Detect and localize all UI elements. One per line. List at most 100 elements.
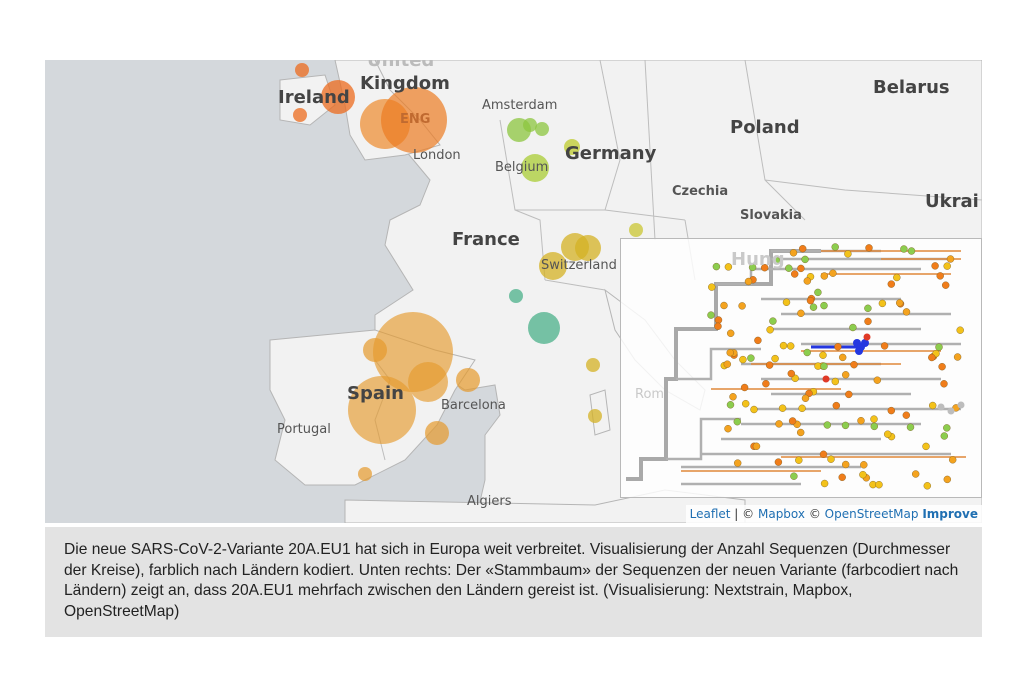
tree-tip-blue [861, 339, 869, 347]
tree-tip [841, 460, 850, 469]
tree-tip [865, 244, 873, 252]
bubble-spain-b [408, 362, 448, 402]
tree-tip [775, 420, 783, 428]
tree-tip [707, 311, 715, 319]
tree-tip [769, 317, 777, 325]
tree-tip [741, 399, 750, 408]
bubble-spain-a [363, 338, 387, 362]
tree-tip [938, 362, 946, 371]
label-slovakia: Slovakia [740, 208, 802, 223]
tree-tip [940, 432, 948, 440]
label-france: France [452, 229, 520, 250]
label-kingdom: Kingdom [360, 73, 450, 94]
bubble-med-a [509, 289, 523, 303]
bubble-swiss-b [575, 235, 601, 261]
tree-tip [823, 421, 832, 429]
bubble-ireland-small [295, 63, 309, 77]
tree-tip [782, 298, 791, 306]
tree-tip [774, 458, 783, 466]
tree-tip [714, 316, 723, 324]
tree-tip [943, 262, 951, 270]
tree-tip-blue [855, 347, 863, 355]
label-united: United [367, 60, 435, 71]
tree-tip-grey [947, 407, 955, 415]
tree-tip [787, 369, 796, 378]
bubble-belgium [521, 154, 549, 182]
tree-tip [949, 456, 957, 464]
tree-tip [850, 360, 858, 369]
tree-tip [762, 379, 770, 388]
africa-land [344, 489, 746, 523]
tree-tip [845, 390, 853, 399]
tree-tip [723, 360, 732, 368]
attribution-copy: © [805, 507, 825, 521]
tree-tip [838, 353, 847, 362]
label-hung: Hung [731, 249, 785, 270]
tree-tip [887, 280, 895, 288]
tree-tip-red [822, 375, 830, 383]
tree-tip [827, 455, 835, 463]
tree-tip [893, 273, 901, 282]
tree-tip [790, 472, 798, 480]
tree-tip [801, 394, 810, 403]
tree-tip [766, 326, 774, 334]
improve-link[interactable]: Improve [922, 507, 978, 521]
bubble-spain-east [456, 368, 480, 392]
tree-tip [798, 404, 806, 413]
label-spain: Spain [347, 383, 404, 404]
tree-tip-grey [937, 403, 945, 411]
bubble-med-b [528, 312, 560, 344]
label-barcelona: Barcelona [441, 398, 506, 413]
tree-tip [803, 277, 812, 285]
label-switzerland: Switzerland [541, 258, 617, 273]
tree-tip [803, 348, 811, 357]
tree-tip [942, 281, 950, 289]
label-eng: ENG [400, 112, 431, 127]
tree-tip [936, 272, 944, 280]
tree-tip [929, 401, 937, 410]
tree-tip [831, 377, 840, 386]
tree-tip [797, 264, 805, 273]
tree-tip [724, 424, 732, 433]
bubble-spain-south [425, 421, 449, 445]
tree-tip [814, 288, 822, 297]
tree-tip [849, 323, 857, 332]
tree-tip [752, 442, 761, 451]
leaflet-link[interactable]: Leaflet [689, 507, 731, 521]
tree-tip [739, 355, 747, 364]
label-germany: Germany [565, 143, 657, 164]
tree-tip [935, 343, 943, 351]
tree-tip [760, 264, 769, 272]
tree-tip [841, 421, 850, 430]
tree-tip [902, 411, 910, 419]
label-czechia: Czechia [672, 184, 729, 199]
mapbox-link[interactable]: Mapbox [757, 507, 805, 521]
tree-tip [801, 255, 809, 264]
label-london: London [413, 148, 461, 163]
tree-tip [820, 301, 828, 310]
tree-tip [928, 353, 936, 362]
tree-tip [878, 299, 887, 308]
bubble-germany-b [629, 223, 643, 237]
tree-tip [870, 415, 878, 423]
tree-tip [738, 302, 746, 310]
bubble-spain-center [348, 376, 416, 444]
tree-tip [788, 417, 797, 425]
tree-tip [864, 317, 872, 326]
figure-caption: Die neue SARS-CoV-2-Variante 20A.EU1 hat… [45, 527, 982, 637]
tree-tip [726, 348, 734, 357]
label-poland: Poland [730, 117, 800, 138]
tree-tip [720, 301, 728, 310]
tree-tip [740, 383, 749, 392]
tree-tip [912, 470, 920, 478]
tree-tip [754, 336, 762, 345]
tree-tip [940, 380, 948, 388]
label-ukrai: Ukrai [925, 191, 979, 212]
bubble-sardinia [588, 409, 602, 423]
tree-tip [860, 461, 868, 469]
phylogenetic-tree-inset[interactable]: Hung Rom [620, 238, 982, 498]
osm-link[interactable]: OpenStreetMap [824, 507, 919, 521]
map-view[interactable]: United Ireland Kingdom ENG London Amster… [45, 60, 982, 523]
tree-tip [748, 263, 757, 272]
tree-tip [820, 479, 829, 488]
